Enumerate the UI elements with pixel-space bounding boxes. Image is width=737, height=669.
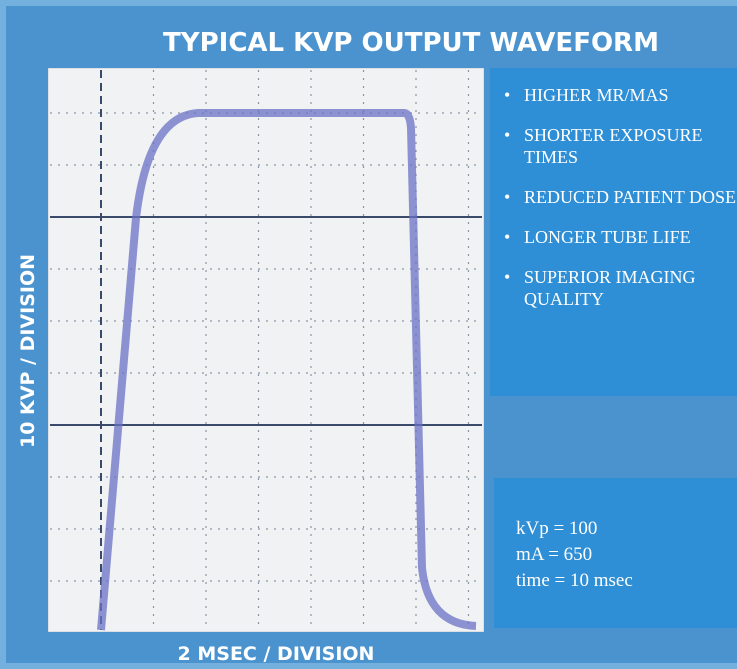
spec-line: mA = 650 [516,542,737,568]
oscilloscope [48,68,484,632]
feature-item: LONGER TUBE LIFE [490,226,737,248]
x-axis-label: 2 MSEC / DIVISION [178,643,375,665]
spec-line: kVp = 100 [516,516,737,542]
feature-item: REDUCED PATIENT DOSE [490,186,737,208]
feature-item: HIGHER MR/MAS [490,84,737,106]
panel: TYPICAL KVP OUTPUT WAVEFORM 10 KVP / DIV… [0,0,737,669]
title: TYPICAL KVP OUTPUT WAVEFORM [146,28,676,58]
feature-item: SHORTER EXPOSURE TIMES [490,124,737,168]
feature-list: HIGHER MR/MAS SHORTER EXPOSURE TIMES REDUC… [490,68,737,396]
spec-line: time = 10 msec [516,568,737,594]
feature-item: SUPERIOR IMAGING QUALITY [490,266,737,310]
y-axis-label: 10 KVP / DIVISION [17,254,39,448]
